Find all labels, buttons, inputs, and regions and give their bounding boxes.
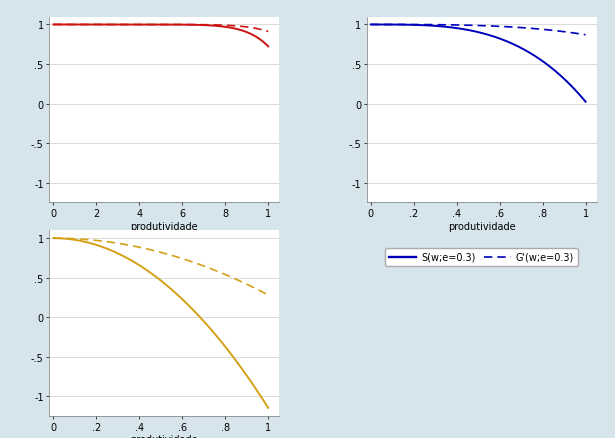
X-axis label: produtividade: produtividade xyxy=(130,221,198,231)
X-axis label: produtividade: produtividade xyxy=(130,434,198,438)
X-axis label: produtividade: produtividade xyxy=(448,221,515,231)
Legend: S(w;e=0.3), G'(w;e=0.3): S(w;e=0.3), G'(w;e=0.3) xyxy=(386,248,577,266)
Legend: S(w;e=0.1), G'(w;e=0.1): S(w;e=0.1), G'(w;e=0.1) xyxy=(68,248,260,266)
